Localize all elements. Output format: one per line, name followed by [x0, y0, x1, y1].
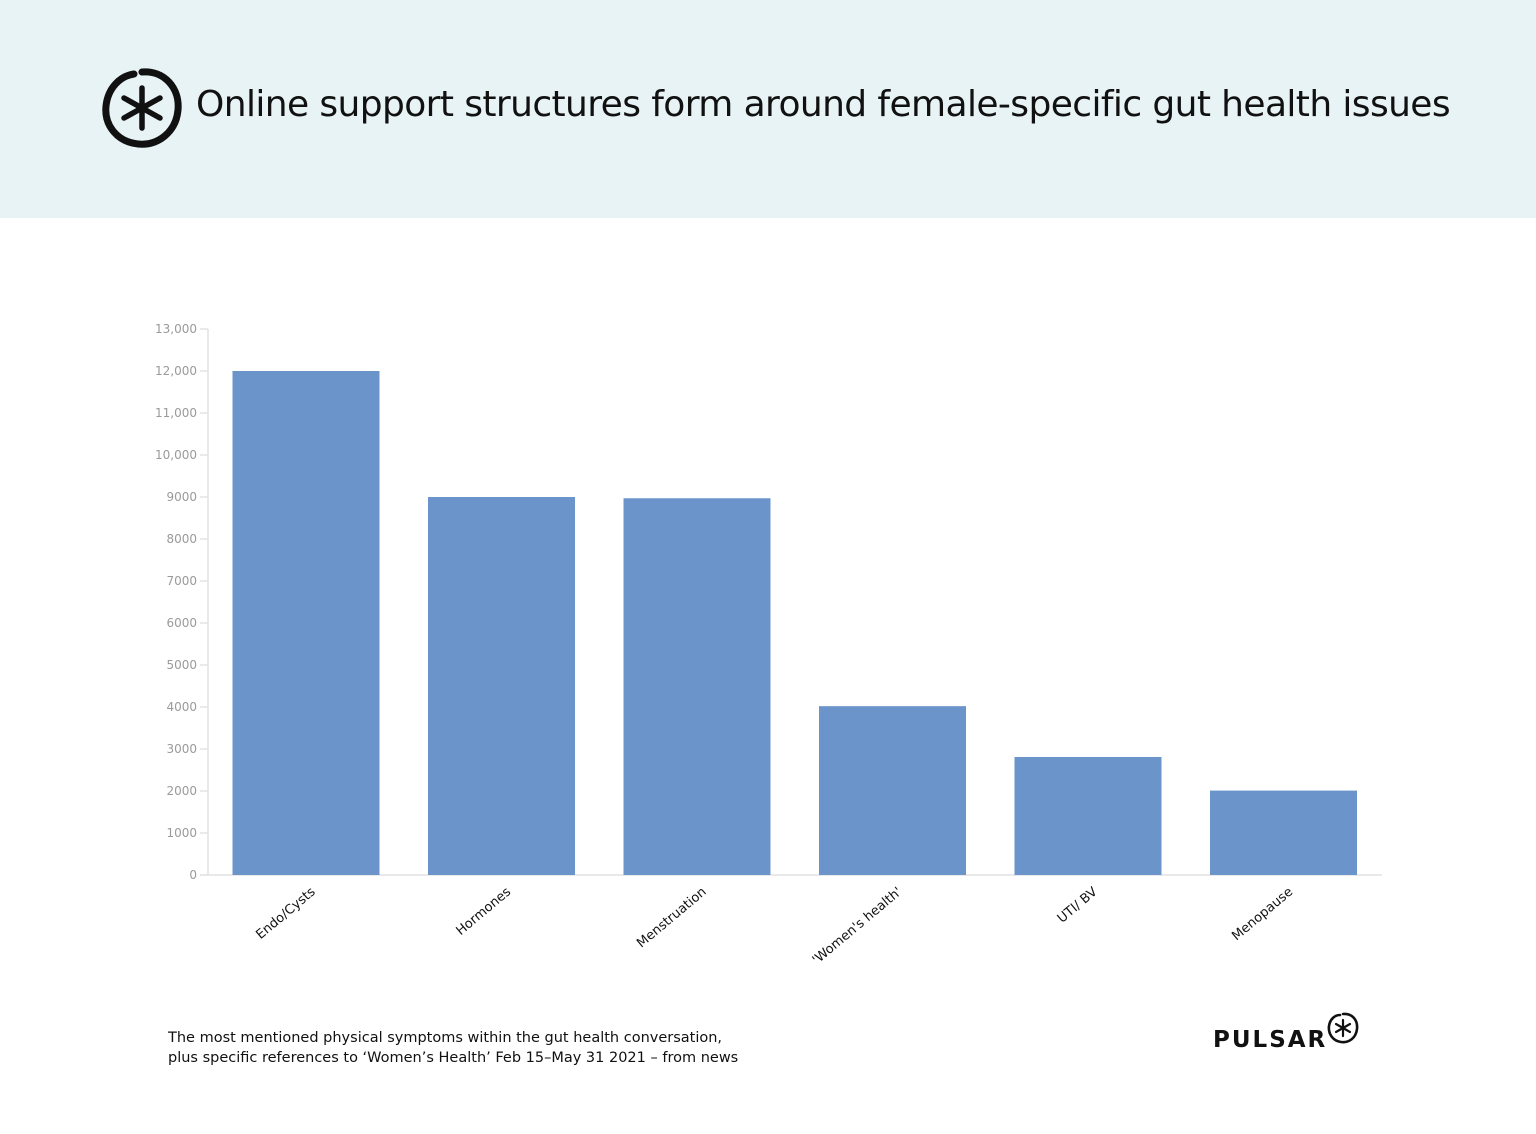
y-tick-label: 5000: [166, 658, 197, 672]
brand-name: PULSAR: [1213, 1027, 1328, 1053]
asterisk-circle-icon: [102, 68, 182, 148]
y-tick-label: 2000: [166, 784, 197, 798]
bar: [623, 498, 771, 875]
bar-chart: 0 1000 2000 3000 4000 5000 6000 7000 8000 9000 10,…: [155, 322, 1382, 968]
y-tick-label: 9000: [166, 490, 197, 504]
y-tick-label: 1000: [166, 826, 197, 840]
y-tick-label: 8000: [166, 532, 197, 546]
caption-line-2: plus specific references to ‘Women’s Hea…: [168, 1050, 739, 1066]
brand-logo: PULSAR: [1213, 1012, 1363, 1056]
y-tick-label: 0: [189, 868, 197, 882]
y-tick-label: 4000: [166, 700, 197, 714]
y-tick-label: 13,000: [155, 322, 197, 336]
y-tick-label: 12,000: [155, 364, 197, 378]
x-tick-label: Hormones: [453, 884, 514, 938]
header-banner: Online support structures form around fe…: [0, 0, 1536, 218]
x-tick-label: Endo/Cysts: [253, 884, 318, 942]
bar: [819, 706, 966, 875]
chart-caption: The most mentioned physical symptoms wit…: [168, 1028, 738, 1068]
y-tick-label: 10,000: [155, 448, 197, 462]
bar: [1014, 756, 1162, 875]
bar: [428, 497, 575, 875]
y-tick-label: 11,000: [155, 406, 197, 420]
caption-line-1: The most mentioned physical symptoms wit…: [168, 1030, 723, 1046]
bar: [232, 371, 380, 875]
y-tick-label: 7000: [166, 574, 197, 588]
asterisk-circle-icon: [1327, 1012, 1359, 1044]
chart-x-labels: Endo/Cysts Hormones Menstruation 'Women's h…: [253, 884, 1296, 967]
x-tick-label: UTI/ BV: [1055, 885, 1101, 927]
chart-bars: [232, 371, 1357, 875]
x-tick-label: Menstruation: [634, 885, 709, 952]
y-tick-label: 6000: [166, 616, 197, 630]
bar: [1210, 790, 1357, 875]
y-tick-label: 3000: [166, 742, 197, 756]
chart-axes: 0 1000 2000 3000 4000 5000 6000 7000 8000 9000 10,…: [155, 322, 1382, 882]
page-title: Online support structures form around fe…: [196, 84, 1451, 125]
x-tick-label: Menopause: [1229, 885, 1296, 944]
x-tick-label: 'Women's health': [810, 885, 905, 968]
